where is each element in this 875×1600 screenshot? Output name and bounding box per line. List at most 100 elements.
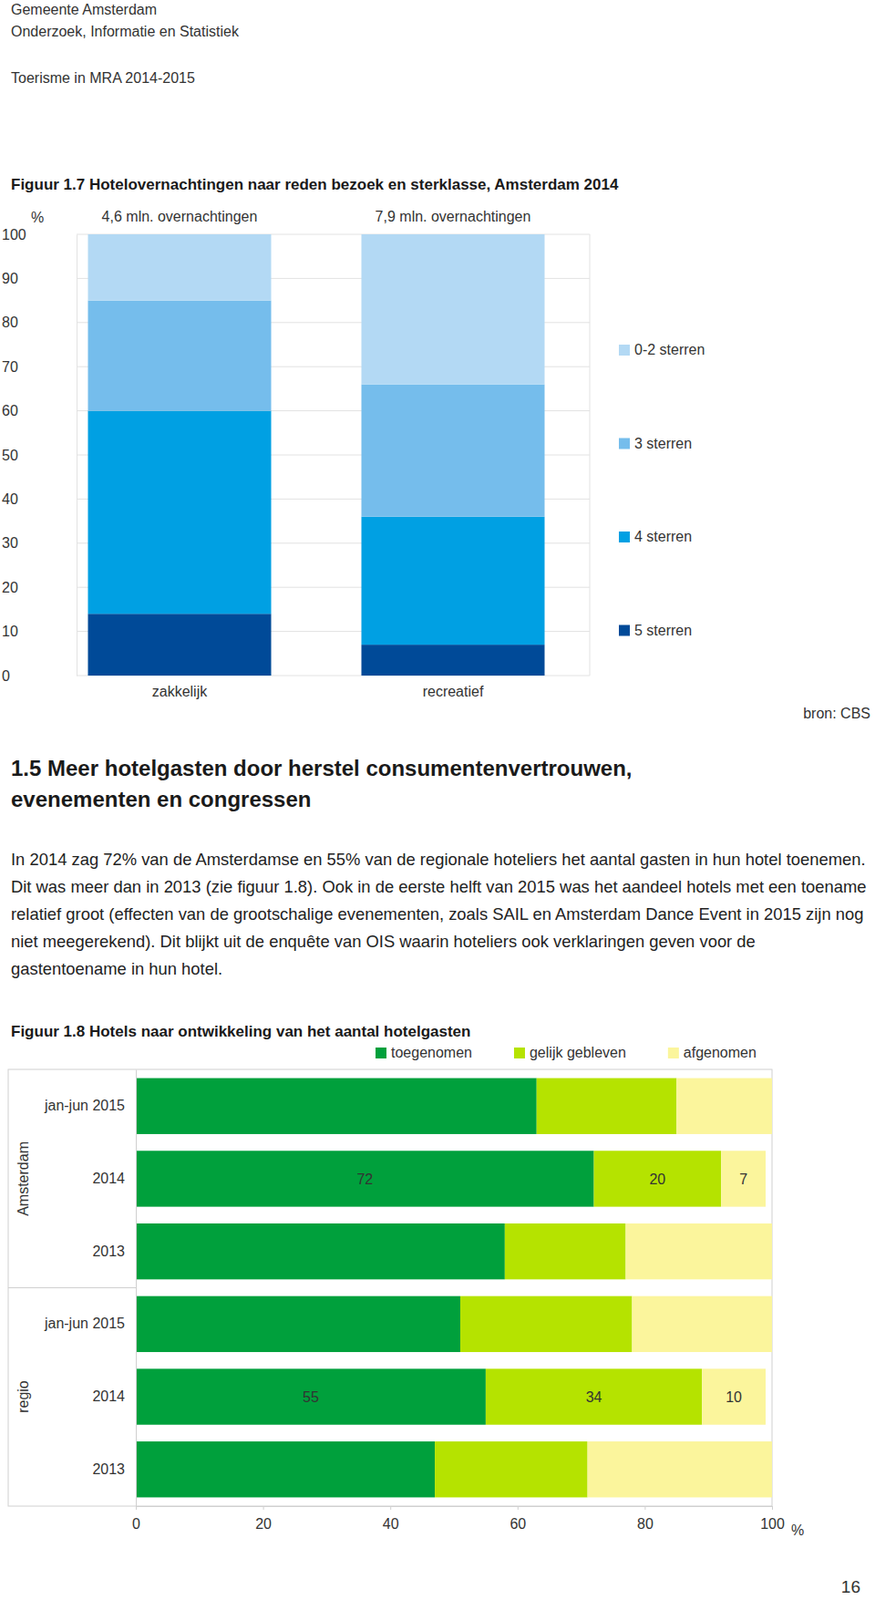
- data-labels: 72207553410: [302, 1171, 748, 1405]
- tick: 100: [760, 1505, 785, 1532]
- tick: 2013: [92, 1461, 125, 1477]
- legend: 0-2 sterren 3 sterren 4 sterren 5 sterren: [618, 341, 705, 639]
- tick-mark: [772, 1505, 773, 1510]
- tick: 20: [1, 579, 77, 596]
- tick-label: 20: [1, 579, 19, 596]
- axis-line: [76, 235, 78, 677]
- x-axis: zakkelijk recreatief: [152, 683, 484, 700]
- tick: 60: [509, 1505, 526, 1532]
- tick-label: 40: [1, 491, 19, 507]
- legend-label: afgenomen: [683, 1044, 757, 1061]
- bar-segment: [536, 1078, 678, 1134]
- bar-segment: [720, 1150, 766, 1206]
- source: bron: CBS: [802, 705, 871, 721]
- bar-segment: [88, 234, 272, 301]
- data-label: 72: [356, 1171, 373, 1187]
- legend-swatch: [618, 625, 630, 637]
- tick: 30: [1, 535, 77, 551]
- tick-label: 30: [1, 535, 19, 551]
- tick: 80: [637, 1505, 654, 1532]
- tick-label: jan-jun 2015: [43, 1097, 125, 1113]
- group-label: regio: [15, 1379, 31, 1413]
- bar-segment: [361, 516, 546, 645]
- legend-swatch: [618, 531, 630, 543]
- tick-label: 40: [382, 1515, 400, 1532]
- bar-segment: [631, 1296, 773, 1352]
- section-paragraph: In 2014 zag 72% van de Amsterdamse en 55…: [10, 845, 873, 983]
- bar-segment: [587, 1441, 773, 1497]
- tick: 2014: [92, 1388, 125, 1404]
- legend-swatch: [618, 438, 630, 450]
- tick: 90: [1, 270, 77, 287]
- bar-segment: [504, 1223, 627, 1279]
- bar-segment: [701, 1368, 766, 1424]
- page-header: Gemeente Amsterdam: [10, 1, 157, 18]
- bar-segment: [434, 1441, 588, 1497]
- bar-segment: [135, 1441, 435, 1497]
- data-label: 34: [586, 1389, 603, 1405]
- bar-segment: [361, 234, 546, 385]
- tick: 20: [255, 1505, 272, 1532]
- bar-segment: [485, 1368, 702, 1424]
- tick: 60: [1, 402, 77, 419]
- tick: 70: [1, 359, 77, 375]
- section-heading: 1.5 Meer hotelgasten door herstel consum…: [10, 752, 741, 815]
- tick: 0: [132, 1505, 141, 1532]
- tick-label: 0: [1, 668, 11, 684]
- tick-label: 0: [132, 1515, 141, 1532]
- group-labels: Amsterdamregio: [8, 1141, 136, 1413]
- bar-segment: [135, 1223, 505, 1279]
- bar-segment: [135, 1150, 595, 1206]
- tick-label: 60: [509, 1515, 526, 1532]
- bar-segment: [88, 411, 272, 615]
- page: Gemeente AmsterdamOnderzoek, Informatie …: [0, 0, 875, 1600]
- chart-title: Figuur 1.8 Hotels naar ontwikkeling van …: [10, 1022, 471, 1040]
- tick-label: zakkelijk: [152, 683, 208, 700]
- legend-swatch: [514, 1047, 525, 1059]
- page-number: 16: [841, 1576, 861, 1596]
- plot-frame: [8, 1069, 773, 1506]
- tick: 50: [1, 447, 77, 464]
- data-label: 55: [302, 1389, 320, 1405]
- legend-label: 0-2 sterren: [634, 341, 705, 358]
- bar-segment: [460, 1296, 632, 1352]
- axis-line: [136, 1506, 773, 1511]
- y-axis: 0102030405060708090100: [1, 226, 78, 684]
- bars: [135, 1078, 773, 1498]
- tick: recreatief: [422, 683, 484, 700]
- tick-label: 2013: [92, 1461, 125, 1477]
- tick-label: 70: [1, 359, 19, 375]
- x-axis: 0 20 40 60 80 100: [132, 1505, 785, 1532]
- tick-label: 50: [1, 447, 19, 464]
- tick-label: recreatief: [422, 683, 484, 700]
- tick-label: 10: [1, 623, 19, 639]
- legend: toegenomengelijk geblevenafgenomen: [375, 1044, 757, 1061]
- tick-label: 20: [255, 1515, 272, 1532]
- bar-segment: [135, 1368, 486, 1424]
- legend-label: 3 sterren: [634, 435, 692, 452]
- legend-label: 5 sterren: [634, 622, 692, 639]
- tick: 0: [1, 668, 77, 684]
- tick-label: 60: [1, 402, 19, 419]
- tick: 40: [1, 491, 77, 507]
- tick-label: 2014: [92, 1388, 125, 1404]
- tick: 2014: [92, 1170, 125, 1186]
- tick-label: 2013: [92, 1243, 125, 1259]
- tick: 80: [1, 314, 77, 330]
- axis-title: %: [791, 1522, 804, 1538]
- annotation: 4,6 mln. overnachtingen: [102, 208, 258, 225]
- bar-segment: [361, 384, 546, 517]
- chart-title: Figuur 1.7 Hotelovernachtingen naar rede…: [10, 175, 619, 194]
- legend-label: 4 sterren: [634, 528, 692, 545]
- bar-segment: [135, 1296, 461, 1352]
- grid-frame: [589, 234, 591, 676]
- tick-label: 2014: [92, 1170, 125, 1186]
- tick-mark: [644, 1505, 646, 1510]
- bar-segment: [361, 644, 546, 676]
- tick: zakkelijk: [152, 683, 208, 700]
- tick-mark: [263, 1505, 265, 1510]
- grid: [76, 234, 590, 676]
- bar-segment: [135, 1078, 537, 1134]
- tick-mark: [390, 1505, 392, 1510]
- bar-segment: [88, 300, 272, 412]
